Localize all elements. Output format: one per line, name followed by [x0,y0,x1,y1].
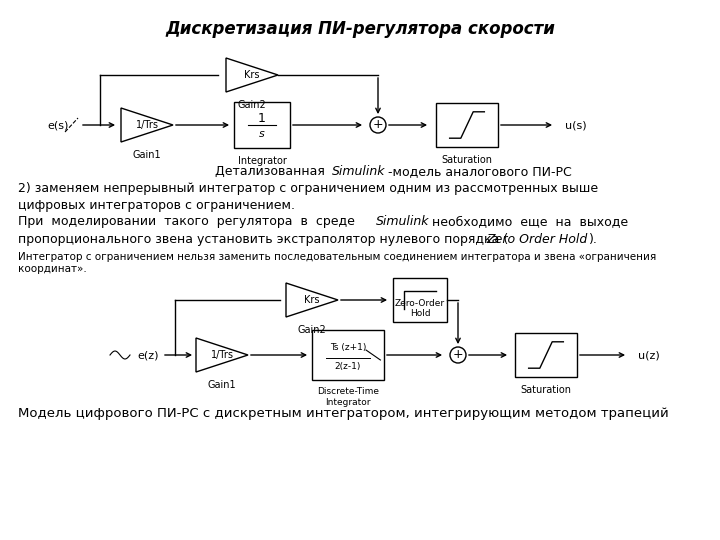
Text: +: + [373,118,383,132]
Text: 1: 1 [258,112,266,125]
Circle shape [370,117,386,133]
Text: u(s): u(s) [565,120,587,130]
Text: Krs: Krs [305,295,320,305]
Text: Gain1: Gain1 [132,150,161,160]
Text: Saturation: Saturation [521,385,572,395]
Text: -модель аналогового ПИ-РС: -модель аналогового ПИ-РС [388,165,572,178]
Text: Saturation: Saturation [441,155,492,165]
Text: Интегратор с ограничением нельзя заменить последовательным соединением интеграто: Интегратор с ограничением нельзя заменит… [18,252,656,274]
Text: Gain2: Gain2 [238,100,266,110]
Text: 2(z-1): 2(z-1) [335,361,361,370]
Text: s: s [259,129,265,139]
Text: При  моделировании  такого  регулятора  в  среде: При моделировании такого регулятора в ср… [18,215,363,228]
Polygon shape [196,338,248,372]
Text: Gain2: Gain2 [297,325,326,335]
Text: Krs: Krs [244,70,260,80]
Text: Gain1: Gain1 [207,380,236,390]
Text: e(z): e(z) [138,350,158,360]
Text: u(z): u(z) [638,350,660,360]
Polygon shape [226,58,278,92]
Text: Zero-Order: Zero-Order [395,299,445,307]
Bar [515,333,577,377]
Text: Integrator: Integrator [325,398,371,407]
Bar [234,102,290,148]
Text: Hold: Hold [410,309,431,319]
Text: Discrete-Time: Discrete-Time [317,387,379,396]
Text: Simulink: Simulink [332,165,385,178]
Polygon shape [286,283,338,317]
Text: Simulink: Simulink [376,215,430,228]
Text: +: + [453,348,463,361]
Text: 2) заменяем непрерывный интегратор с ограничением одним из рассмотренных выше
ци: 2) заменяем непрерывный интегратор с огр… [18,182,598,212]
Text: ).: ). [589,233,598,246]
Bar [393,278,447,322]
Text: Модель цифрового ПИ-РС с дискретным интегратором, интегрирующим методом трапеций: Модель цифрового ПИ-РС с дискретным инте… [18,407,669,420]
Text: e(s): e(s) [48,120,68,130]
Bar [312,330,384,380]
Text: Zero Order Hold: Zero Order Hold [486,233,588,246]
Text: 1/Trs: 1/Trs [210,350,233,360]
Text: Integrator: Integrator [238,156,287,166]
Text: пропорционального звена установить экстраполятор нулевого порядка (: пропорционального звена установить экстр… [18,233,508,246]
Text: 1/Trs: 1/Trs [135,120,158,130]
Text: Ts (z+1): Ts (z+1) [330,343,366,352]
Text: необходимо  еще  на  выходе: необходимо еще на выходе [424,215,628,228]
Circle shape [450,347,466,363]
Polygon shape [121,108,173,142]
Text: Детализованная: Детализованная [215,165,329,178]
Text: Дискретизация ПИ-регулятора скорости: Дискретизация ПИ-регулятора скорости [165,20,555,38]
Bar [436,103,498,147]
